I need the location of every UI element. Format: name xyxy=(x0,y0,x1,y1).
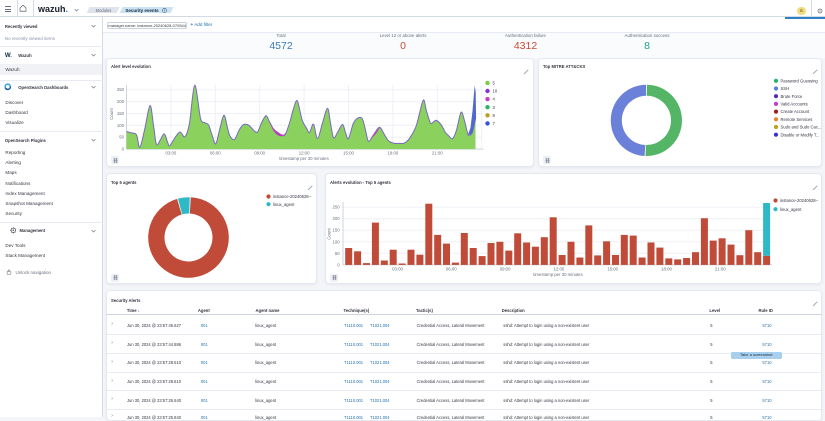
svg-text:09:00: 09:00 xyxy=(499,266,510,271)
svg-text:250: 250 xyxy=(116,87,124,92)
svg-text:0: 0 xyxy=(121,146,124,151)
svg-text:150: 150 xyxy=(116,111,124,116)
svg-text:linux_agent: linux_agent xyxy=(780,207,802,212)
svg-text:18:00: 18:00 xyxy=(661,266,672,271)
svg-text:8: 8 xyxy=(492,112,495,117)
svg-text:Sudo and Sudo Cac...: Sudo and Sudo Cac... xyxy=(780,124,821,129)
svg-text:21:00: 21:00 xyxy=(714,266,725,271)
svg-text:timestamp per 30 minutes: timestamp per 30 minutes xyxy=(533,272,582,277)
svg-text:200: 200 xyxy=(116,99,124,104)
svg-text:06:00: 06:00 xyxy=(209,150,220,155)
svg-text:4: 4 xyxy=(492,96,495,101)
svg-text:200: 200 xyxy=(332,216,340,221)
svg-text:21:00: 21:00 xyxy=(431,150,442,155)
svg-text:Count: Count xyxy=(326,227,331,239)
svg-text:5: 5 xyxy=(492,80,495,85)
svg-text:7: 7 xyxy=(492,121,495,126)
svg-text:12:00: 12:00 xyxy=(298,150,309,155)
svg-text:10: 10 xyxy=(492,88,497,93)
svg-text:Count: Count xyxy=(109,107,114,119)
svg-text:09:00: 09:00 xyxy=(254,150,265,155)
svg-text:100: 100 xyxy=(116,122,124,127)
svg-text:Valid Accounts: Valid Accounts xyxy=(780,101,807,106)
svg-text:18:00: 18:00 xyxy=(387,150,398,155)
svg-text:Create Account: Create Account xyxy=(780,109,809,114)
svg-text:03:00: 03:00 xyxy=(392,266,403,271)
svg-text:12:00: 12:00 xyxy=(553,266,564,271)
svg-text:50: 50 xyxy=(119,134,124,139)
svg-text:instance-20240628--: instance-20240628-- xyxy=(780,198,819,203)
svg-text:timestamp per 30 minutes: timestamp per 30 minutes xyxy=(279,156,328,161)
svg-text:Password Guessing: Password Guessing xyxy=(780,78,818,83)
svg-text:linux_agent: linux_agent xyxy=(273,202,295,207)
svg-text:Brute Force: Brute Force xyxy=(780,93,803,98)
svg-text:15:00: 15:00 xyxy=(607,266,618,271)
svg-text:SSH: SSH xyxy=(780,86,789,91)
svg-text:100: 100 xyxy=(332,239,340,244)
svg-text:Disable or Modify T...: Disable or Modify T... xyxy=(780,132,819,137)
svg-text:3: 3 xyxy=(492,104,495,109)
svg-text:50: 50 xyxy=(334,251,339,256)
svg-text:Remote Services: Remote Services xyxy=(780,116,812,121)
svg-text:instance-20240628--: instance-20240628-- xyxy=(273,194,312,199)
svg-text:03:00: 03:00 xyxy=(165,150,176,155)
svg-text:150: 150 xyxy=(332,228,340,233)
svg-text:0: 0 xyxy=(337,262,340,267)
svg-text:250: 250 xyxy=(332,205,340,210)
svg-text:15:00: 15:00 xyxy=(343,150,354,155)
svg-text:06:00: 06:00 xyxy=(445,266,456,271)
